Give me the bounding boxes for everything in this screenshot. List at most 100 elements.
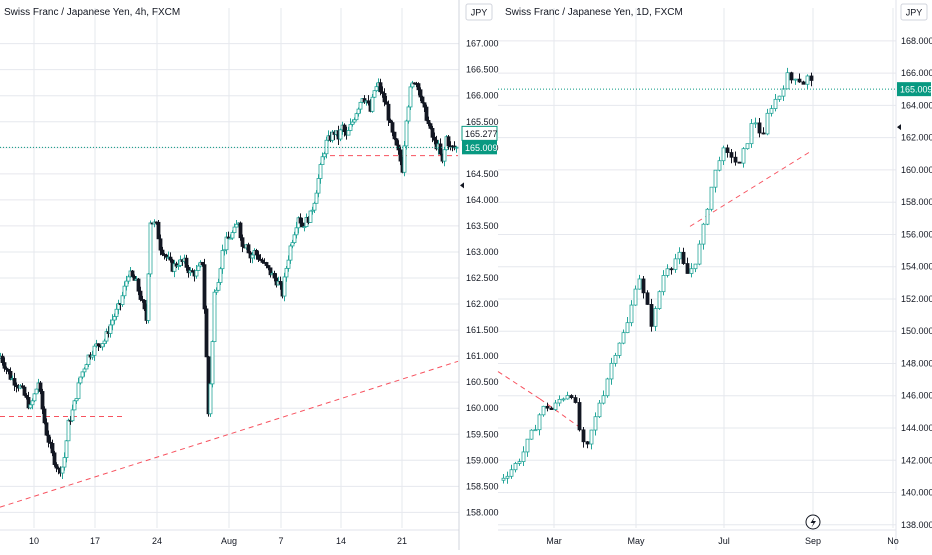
candle xyxy=(8,367,13,381)
trend-line[interactable] xyxy=(0,360,459,508)
candle xyxy=(601,390,606,405)
candle xyxy=(513,461,518,473)
candle xyxy=(733,151,738,166)
candle xyxy=(286,255,291,272)
price-tick-label: 148.000 xyxy=(901,358,932,368)
candle xyxy=(168,252,173,263)
time-tick-label: No xyxy=(887,536,899,546)
candle xyxy=(230,230,235,240)
candle xyxy=(86,354,91,368)
candle xyxy=(40,388,45,415)
candle xyxy=(705,207,710,226)
candle xyxy=(633,285,638,306)
candle xyxy=(402,140,407,177)
candle xyxy=(146,272,151,324)
candle xyxy=(70,404,75,423)
price-tick-label: 146.000 xyxy=(901,391,932,401)
candle xyxy=(673,253,678,273)
right-panel-price-axis[interactable]: 138.000 140.000 142.000 144.000 146.000 148.0… xyxy=(895,0,932,550)
currency-label: JPY xyxy=(471,8,488,18)
candle xyxy=(761,127,766,135)
candle xyxy=(781,85,786,102)
candle xyxy=(777,95,782,102)
candle xyxy=(314,190,319,204)
time-tick-label: Sep xyxy=(805,536,821,546)
right-panel-candles xyxy=(498,67,896,484)
price-tick-label: 152.000 xyxy=(901,294,932,304)
currency-box[interactable] xyxy=(900,3,928,21)
price-tick-label: 158.500 xyxy=(466,481,499,491)
candle xyxy=(354,112,359,121)
lightning-icon[interactable] xyxy=(805,514,821,530)
candle xyxy=(442,147,447,167)
price-marker xyxy=(460,182,464,189)
last-price-tag[interactable] xyxy=(897,82,931,97)
price-tick-label: 159.500 xyxy=(466,429,499,439)
candle xyxy=(665,264,670,278)
candle xyxy=(32,392,37,403)
candle xyxy=(232,223,237,234)
candle xyxy=(408,83,413,111)
time-tick-label: 21 xyxy=(397,536,407,546)
candle xyxy=(226,231,231,239)
candle xyxy=(138,286,143,302)
candle xyxy=(216,278,221,291)
left-panel-price-axis[interactable]: 158.000 158.500 159.000 159.500 160.000 160.5… xyxy=(458,0,499,550)
candle xyxy=(390,120,395,137)
candle xyxy=(240,234,245,253)
price-tag-secondary-label: 165.277 xyxy=(465,129,498,139)
candle xyxy=(346,126,351,136)
candle xyxy=(681,247,686,265)
left-panel-time-axis[interactable]: 10 17 24 Aug 7 14 21 xyxy=(0,529,459,546)
candle xyxy=(214,287,219,295)
right-panel-time-axis[interactable]: Mar May Jul Sep No xyxy=(498,529,899,546)
candle xyxy=(208,382,213,417)
candle xyxy=(793,78,798,85)
candle xyxy=(721,145,726,166)
candle xyxy=(729,148,734,164)
price-tick-label: 164.000 xyxy=(466,195,499,205)
candle xyxy=(765,108,770,136)
candle xyxy=(557,395,562,407)
candle xyxy=(521,446,526,466)
candle xyxy=(292,231,297,245)
trend-line[interactable] xyxy=(497,371,541,400)
candle xyxy=(645,290,650,305)
candle xyxy=(96,343,101,351)
price-tick-label: 160.000 xyxy=(466,403,499,413)
candle xyxy=(581,426,586,448)
candle xyxy=(416,82,421,96)
candle xyxy=(284,266,289,282)
candle xyxy=(202,258,207,314)
candle xyxy=(657,290,662,310)
price-tick-label: 158.000 xyxy=(466,507,499,517)
trend-line[interactable] xyxy=(689,150,813,227)
last-price-label: 165.009 xyxy=(900,85,932,95)
candle xyxy=(529,429,534,440)
candle xyxy=(4,366,9,375)
price-tick-label: 142.000 xyxy=(901,455,932,465)
candle xyxy=(308,210,313,223)
price-tick-label: 164.000 xyxy=(901,100,932,110)
candle xyxy=(585,441,590,449)
candle xyxy=(52,450,57,467)
candle xyxy=(136,277,141,296)
time-tick-label: May xyxy=(627,536,645,546)
candle xyxy=(120,291,125,307)
candle xyxy=(517,458,522,466)
price-tick-label: 140.000 xyxy=(901,488,932,498)
left-panel-trendlines xyxy=(0,155,459,508)
trend-line[interactable] xyxy=(539,398,584,431)
candle xyxy=(302,226,307,232)
candle xyxy=(54,462,59,473)
candle xyxy=(689,263,694,278)
candle xyxy=(609,357,614,385)
currency-box[interactable] xyxy=(465,3,493,21)
candle xyxy=(204,305,209,358)
candle xyxy=(30,398,35,410)
candle xyxy=(312,201,317,213)
last-price-tag[interactable] xyxy=(462,140,497,155)
candle xyxy=(64,440,69,463)
candle xyxy=(649,298,654,332)
price-tag-secondary[interactable] xyxy=(461,125,498,141)
